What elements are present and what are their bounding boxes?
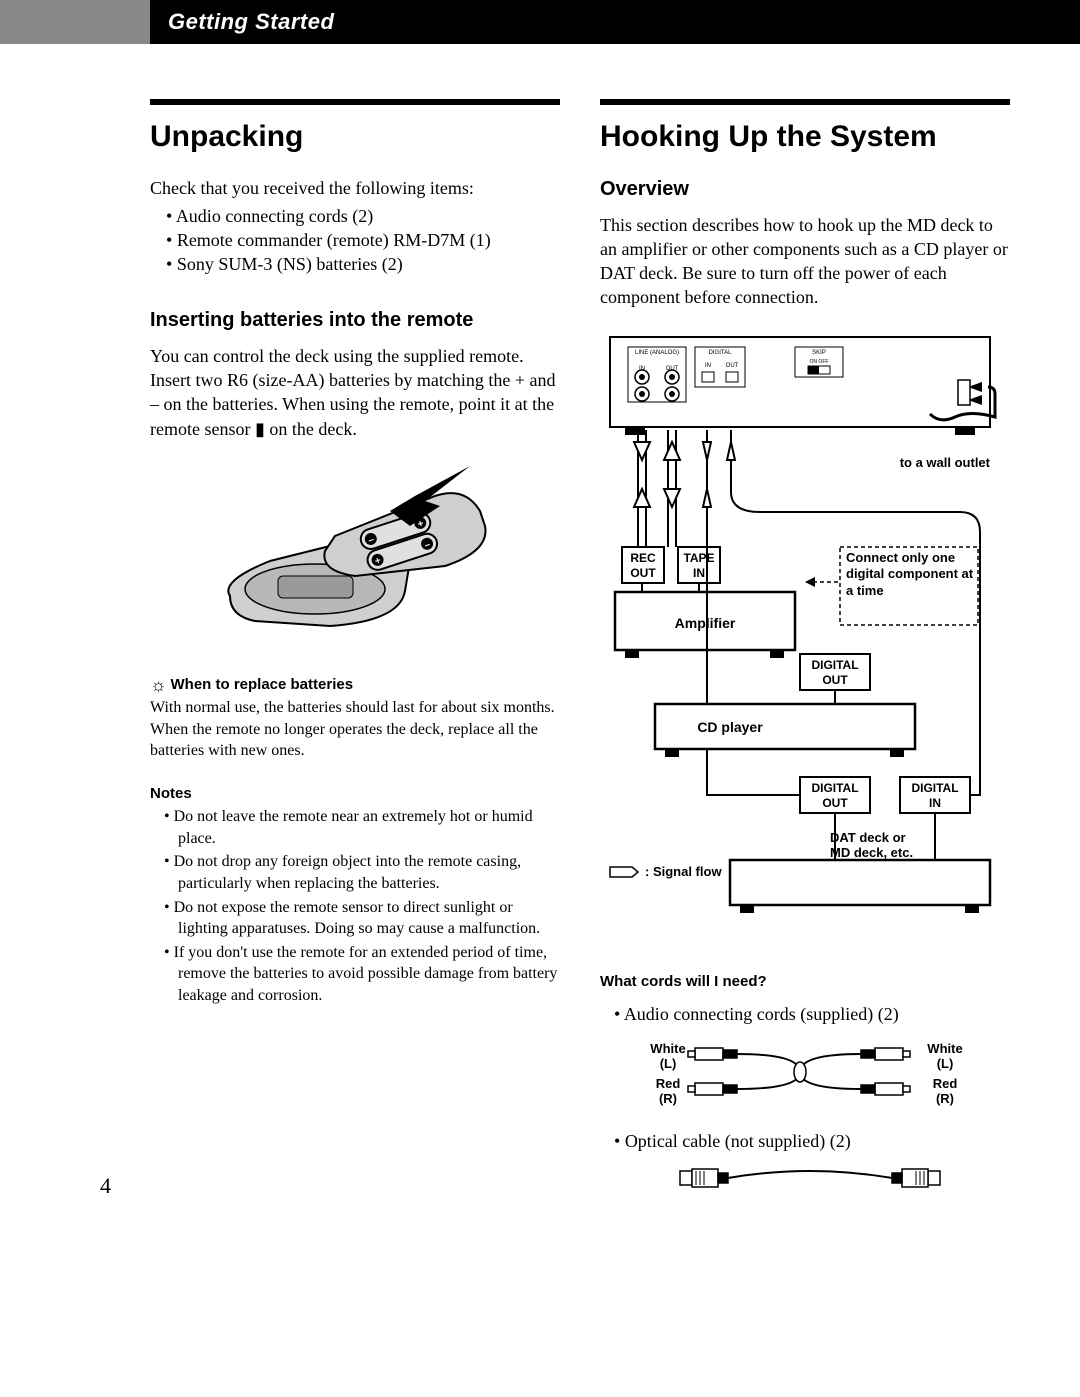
header-gray-block <box>0 0 150 44</box>
remote-text: You can control the deck using the suppl… <box>150 344 560 441</box>
svg-text:SKIP: SKIP <box>812 350 826 356</box>
svg-text:OUT: OUT <box>630 566 656 580</box>
cord-item: Optical cable (not supplied) (2) <box>614 1129 1010 1153</box>
svg-text:IN: IN <box>929 796 941 810</box>
optical-cable-illustration <box>660 1159 960 1199</box>
svg-text:DIGITAL: DIGITAL <box>811 658 858 672</box>
notes-heading: Notes <box>150 784 560 804</box>
cords-list-2: Optical cable (not supplied) (2) <box>600 1129 1010 1153</box>
svg-text:Amplifier: Amplifier <box>675 615 736 631</box>
section-header: Getting Started <box>0 0 1080 44</box>
left-column: Unpacking Check that you received the fo… <box>150 99 560 1205</box>
svg-text:(L): (L) <box>660 1056 677 1071</box>
overview-heading: Overview <box>600 176 1010 203</box>
svg-text:White: White <box>650 1041 685 1056</box>
item: Remote commander (remote) RM-D7M (1) <box>166 228 560 252</box>
note: Do not drop any foreign object into the … <box>164 851 560 894</box>
remote-illustration: – + + – <box>200 461 510 651</box>
notes-list: Do not leave the remote near an extremel… <box>164 806 560 1006</box>
svg-text:LINE (ANALOG): LINE (ANALOG) <box>635 350 679 356</box>
cords-heading: What cords will I need? <box>600 972 1010 992</box>
svg-text:DIGITAL: DIGITAL <box>709 350 733 356</box>
hookup-diagram: LINE (ANALOG) IN OUT DIGITAL IN OUT SKIP… <box>600 332 1000 952</box>
inserting-batteries-heading: Inserting batteries into the remote <box>150 307 560 334</box>
note: If you don't use the remote for an exten… <box>164 942 560 1007</box>
svg-text:ON OFF: ON OFF <box>810 359 829 365</box>
svg-text:(R): (R) <box>936 1091 954 1106</box>
svg-text:OUT: OUT <box>726 363 739 369</box>
item: Audio connecting cords (2) <box>166 204 560 228</box>
tip-text: With normal use, the batteries should la… <box>150 697 560 762</box>
audio-cord-illustration: White (L) Red (R) White (L) Red (R) <box>620 1033 980 1113</box>
cord-item: Audio connecting cords (supplied) (2) <box>614 1002 1010 1026</box>
svg-text:DAT deck or: DAT deck or <box>830 830 906 845</box>
svg-text:TAPE: TAPE <box>683 551 714 565</box>
note: Do not leave the remote near an extremel… <box>164 806 560 849</box>
items-list: Audio connecting cords (2) Remote comman… <box>166 204 560 277</box>
svg-text:CD player: CD player <box>697 719 763 735</box>
svg-text:DIGITAL: DIGITAL <box>911 781 958 795</box>
right-column: Hooking Up the System Overview This sect… <box>600 99 1010 1205</box>
hooking-up-heading: Hooking Up the System <box>600 117 1010 158</box>
svg-text:OUT: OUT <box>822 796 848 810</box>
cords-list: Audio connecting cords (supplied) (2) <box>600 1002 1010 1026</box>
tip-heading: ☼When to replace batteries <box>150 673 560 697</box>
unpacking-intro: Check that you received the following it… <box>150 176 560 200</box>
svg-text:OUT: OUT <box>822 673 848 687</box>
rec-label: REC <box>630 551 656 565</box>
svg-text:: Signal flow: : Signal flow <box>645 864 722 879</box>
svg-text:White: White <box>927 1041 962 1056</box>
svg-text:Red: Red <box>933 1076 958 1091</box>
svg-text:DIGITAL: DIGITAL <box>811 781 858 795</box>
overview-text: This section describes how to hook up th… <box>600 213 1010 310</box>
svg-text:MD deck, etc.: MD deck, etc. <box>830 845 913 860</box>
svg-text:IN: IN <box>693 566 705 580</box>
section-title: Getting Started <box>168 7 334 37</box>
svg-text:to a wall outlet: to a wall outlet <box>900 455 991 470</box>
svg-text:IN: IN <box>705 363 711 369</box>
bulb-icon: ☼ <box>150 675 167 695</box>
unpacking-heading: Unpacking <box>150 117 560 158</box>
page-number: 4 <box>100 1171 111 1201</box>
heading-rule <box>150 99 560 105</box>
svg-text:Red: Red <box>656 1076 681 1091</box>
item: Sony SUM-3 (NS) batteries (2) <box>166 252 560 276</box>
heading-rule <box>600 99 1010 105</box>
note: Do not expose the remote sensor to direc… <box>164 897 560 940</box>
svg-text:(R): (R) <box>659 1091 677 1106</box>
svg-text:(L): (L) <box>937 1056 954 1071</box>
